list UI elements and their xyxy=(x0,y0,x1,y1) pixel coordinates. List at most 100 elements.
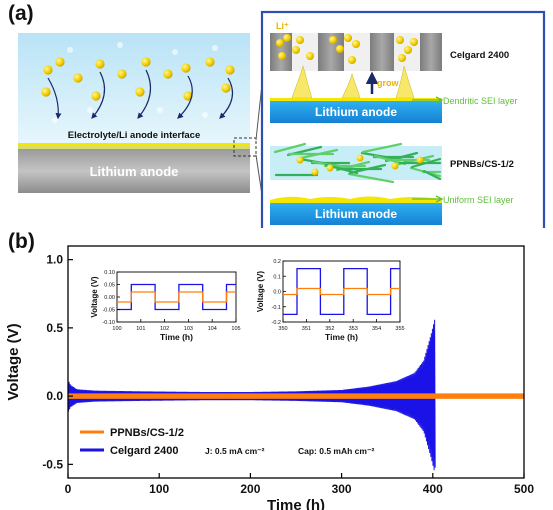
inset-y-tick-label: 0.00 xyxy=(104,295,115,301)
chart-legend: PPNBs/CS-1/2 Celgard 2400 J: 0.5 mA cm⁻² Ca… xyxy=(80,427,374,457)
uniform-sei xyxy=(270,196,442,204)
li-ion xyxy=(391,162,399,170)
x-tick-label: 0 xyxy=(65,482,72,496)
inset-plot-100h: 100 101 102 103 104 105 -0.10 -0.05 0.00 0.05 0.10… xyxy=(90,270,241,342)
diffusion-arrow xyxy=(177,75,193,119)
inset-x-tick-label: 100 xyxy=(112,326,121,332)
bubble xyxy=(117,42,123,48)
li-ion xyxy=(205,57,215,67)
inset-y-tick-label: 0.1 xyxy=(273,274,281,280)
electrolyte-region xyxy=(18,33,250,143)
y-tick-label: 0.5 xyxy=(46,321,63,335)
li-ion xyxy=(292,46,300,54)
x-axis-label: Time (h) xyxy=(267,497,325,510)
x-tick-label: 200 xyxy=(240,482,260,496)
gray-lithium-anode xyxy=(18,149,250,193)
inset-y-tick-label: 0.2 xyxy=(273,259,281,265)
li-ion xyxy=(163,69,173,79)
top-li-ions xyxy=(276,34,418,64)
li-ion xyxy=(283,34,291,42)
li-ion xyxy=(326,164,334,172)
bubble xyxy=(157,107,163,113)
inset-y-tick-label: -0.2 xyxy=(272,320,281,326)
li-ion xyxy=(348,56,356,64)
li-ion xyxy=(181,63,191,73)
dendritic-sei-label: Dendritic SEI layer xyxy=(443,96,518,106)
diffusion-arrow xyxy=(137,69,152,119)
interface-layer xyxy=(18,143,250,146)
grow-label: grow xyxy=(377,78,399,88)
inset-frame xyxy=(116,271,237,323)
inset-x-tick-label: 354 xyxy=(372,326,381,332)
top-anode-label: Lithium anode xyxy=(315,105,397,119)
y-axis-label: Voltage (V) xyxy=(5,323,22,400)
inset-x-label: Time (h) xyxy=(160,332,193,342)
inset-x-tick-label: 353 xyxy=(349,326,358,332)
inset-x-tick-label: 352 xyxy=(325,326,334,332)
panel-a-schematic: Electrolyte/Li anode interface Lithium a… xyxy=(18,10,546,228)
inset-x-tick-label: 105 xyxy=(231,326,240,332)
series-ppnbs-cs-1-2 xyxy=(68,393,524,399)
li-ion xyxy=(141,57,151,67)
li-ion xyxy=(41,87,51,97)
interface-layer-2 xyxy=(18,146,250,149)
inset-x-tick-label: 104 xyxy=(208,326,217,332)
bubble xyxy=(67,47,73,53)
li-ion xyxy=(416,156,424,164)
li-ion xyxy=(410,38,418,46)
legend-label: Celgard 2400 xyxy=(110,445,178,457)
y-tick-label: 1.0 xyxy=(46,253,63,267)
li-ion xyxy=(356,154,364,162)
li-ion xyxy=(336,45,344,53)
bubble xyxy=(52,117,58,123)
inset-x-tick-label: 355 xyxy=(395,326,404,332)
interface-label: Electrolyte/Li anode interface xyxy=(68,130,201,141)
bubble xyxy=(202,112,208,118)
plot-frame xyxy=(67,245,525,479)
inset-y-label: Voltage (V) xyxy=(256,271,265,313)
li-ion-label: Li⁺ xyxy=(276,21,289,31)
li-ion xyxy=(183,91,193,101)
li-ion xyxy=(43,65,53,75)
fiber xyxy=(347,172,395,184)
y-tick-label: 0.0 xyxy=(46,389,63,403)
li-ion xyxy=(73,73,83,83)
inset-series-ppnbs-cs-1-2 xyxy=(283,287,400,296)
li-ion xyxy=(296,156,304,164)
li-ion xyxy=(225,65,235,75)
li-ion xyxy=(311,168,319,176)
inset-x-tick-label: 350 xyxy=(278,326,287,332)
inset-x-tick-label: 101 xyxy=(136,326,145,332)
bottom-lithium-anode xyxy=(270,203,442,225)
li-ion xyxy=(329,36,337,44)
bubble xyxy=(212,45,218,51)
li-ion xyxy=(296,36,304,44)
x-tick-label: 500 xyxy=(514,482,534,496)
diffusion-arrows xyxy=(47,69,234,120)
annotation-current: J: 0.5 mA cm⁻² xyxy=(205,446,265,456)
inset-y-tick-label: -0.05 xyxy=(102,308,115,314)
x-tick-label: 100 xyxy=(149,482,169,496)
li-ion xyxy=(352,40,360,48)
inset-plot-350h: 350 351 352 353 354 355 -0.2 -0.1 0.0 0.1 0.2 Time … xyxy=(256,259,405,342)
li-ion-group xyxy=(41,42,235,123)
legend-label: PPNBs/CS-1/2 xyxy=(110,427,184,439)
panel-b-label: (b) xyxy=(8,230,35,253)
li-ion xyxy=(404,46,412,54)
inset-y-tick-label: 0.0 xyxy=(273,290,281,296)
li-ion xyxy=(396,36,404,44)
celgard-label: Celgard 2400 xyxy=(450,50,509,61)
li-ion xyxy=(95,59,105,69)
annotation-capacity: Cap: 0.5 mAh cm⁻² xyxy=(298,446,374,456)
fiber xyxy=(422,169,442,181)
inset-frame xyxy=(282,260,401,323)
uniform-sei-label: Uniform SEI layer xyxy=(443,195,514,205)
inset-y-tick-label: 0.05 xyxy=(104,283,115,289)
inset-x-label: Time (h) xyxy=(325,332,358,342)
inset-series-ppnbs-cs-1-2 xyxy=(117,291,236,303)
inset-x-tick-label: 102 xyxy=(160,326,169,332)
diffusion-arrow xyxy=(47,77,62,120)
li-ion xyxy=(91,91,101,101)
inset-x-tick-label: 103 xyxy=(184,326,193,332)
panel-b-chart: 0 100 200 300 400 500 -0.5 0.0 0.5 1.0 Time (h) Vol… xyxy=(5,245,534,510)
